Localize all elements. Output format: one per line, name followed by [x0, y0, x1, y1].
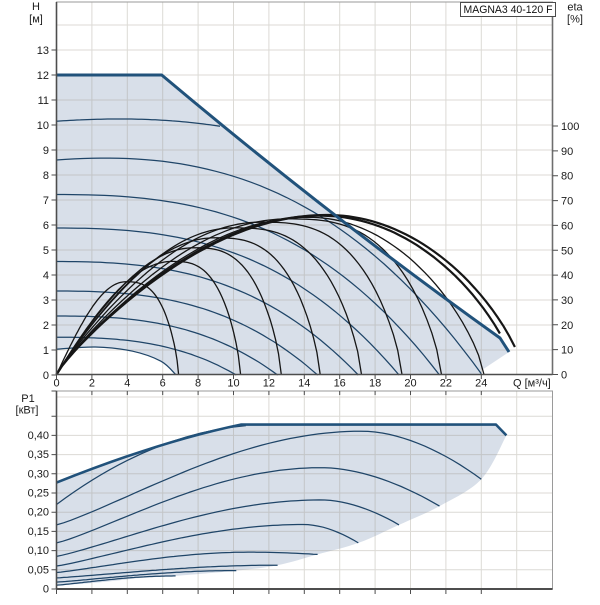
svg-text:10: 10 [227, 378, 239, 390]
svg-text:8: 8 [195, 378, 201, 390]
svg-text:80: 80 [561, 171, 573, 183]
svg-text:100: 100 [561, 121, 579, 133]
svg-text:20: 20 [404, 378, 416, 390]
svg-text:90: 90 [561, 146, 573, 158]
svg-text:Q [м³/ч]: Q [м³/ч] [513, 378, 551, 390]
svg-text:0: 0 [43, 370, 49, 382]
svg-text:14: 14 [298, 378, 310, 390]
svg-text:40: 40 [561, 270, 573, 282]
svg-text:0: 0 [561, 370, 567, 382]
svg-text:10: 10 [37, 120, 49, 132]
svg-text:0,40: 0,40 [28, 430, 49, 442]
svg-text:30: 30 [561, 295, 573, 307]
svg-text:H: H [32, 1, 40, 13]
svg-text:1: 1 [43, 345, 49, 357]
svg-text:8: 8 [43, 170, 49, 182]
svg-text:0: 0 [53, 378, 59, 390]
svg-text:70: 70 [561, 196, 573, 208]
svg-text:18: 18 [369, 378, 381, 390]
svg-text:0,15: 0,15 [28, 526, 49, 538]
svg-text:20: 20 [561, 320, 573, 332]
svg-text:0: 0 [43, 584, 49, 596]
svg-text:10: 10 [561, 345, 573, 357]
svg-text:0,10: 0,10 [28, 545, 49, 557]
svg-text:2: 2 [89, 378, 95, 390]
svg-text:24: 24 [475, 378, 487, 390]
svg-text:0,30: 0,30 [28, 468, 49, 480]
svg-text:7: 7 [43, 195, 49, 207]
svg-text:0,20: 0,20 [28, 507, 49, 519]
svg-text:3: 3 [43, 295, 49, 307]
svg-text:12: 12 [263, 378, 275, 390]
svg-text:P1: P1 [21, 393, 34, 405]
svg-text:12: 12 [37, 70, 49, 82]
svg-text:2: 2 [43, 320, 49, 332]
svg-text:9: 9 [43, 145, 49, 157]
svg-text:4: 4 [124, 378, 130, 390]
svg-text:eta: eta [567, 2, 583, 14]
svg-text:[м]: [м] [29, 14, 43, 26]
svg-text:[%]: [%] [567, 14, 583, 26]
svg-text:50: 50 [561, 245, 573, 257]
svg-text:16: 16 [334, 378, 346, 390]
svg-text:[кВт]: [кВт] [16, 405, 39, 417]
svg-text:13: 13 [37, 45, 49, 57]
svg-text:4: 4 [43, 270, 49, 282]
svg-text:0,35: 0,35 [28, 449, 49, 461]
svg-text:6: 6 [160, 378, 166, 390]
svg-text:0,05: 0,05 [28, 564, 49, 576]
svg-text:MAGNA3 40-120 F: MAGNA3 40-120 F [464, 4, 554, 16]
svg-text:0,25: 0,25 [28, 488, 49, 500]
svg-text:6: 6 [43, 220, 49, 232]
svg-text:5: 5 [43, 245, 49, 257]
svg-text:11: 11 [38, 95, 49, 107]
svg-text:60: 60 [561, 220, 573, 232]
svg-text:22: 22 [440, 378, 452, 390]
